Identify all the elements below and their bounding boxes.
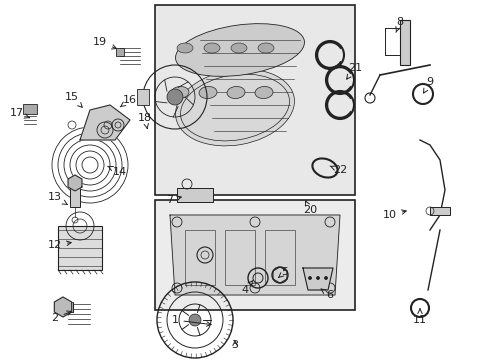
- Ellipse shape: [175, 69, 294, 146]
- Text: 20: 20: [303, 201, 316, 215]
- Polygon shape: [54, 297, 72, 317]
- Polygon shape: [68, 175, 82, 191]
- Text: 7: 7: [166, 195, 181, 205]
- Bar: [155, 5, 354, 195]
- Bar: [155, 200, 354, 310]
- Text: 12: 12: [48, 240, 71, 250]
- Bar: [70, 187, 80, 207]
- Text: 14: 14: [107, 166, 127, 177]
- Bar: [116, 48, 124, 56]
- Ellipse shape: [226, 86, 244, 99]
- Bar: [137, 89, 149, 105]
- Circle shape: [308, 276, 311, 279]
- Text: 8: 8: [395, 17, 403, 32]
- Text: 3: 3: [231, 340, 238, 350]
- Text: 19: 19: [93, 37, 116, 49]
- Bar: [58, 226, 102, 270]
- Polygon shape: [80, 105, 130, 140]
- Polygon shape: [170, 215, 339, 295]
- Text: 9: 9: [423, 77, 433, 93]
- Text: 2: 2: [51, 311, 71, 323]
- Text: 5: 5: [278, 267, 288, 278]
- Text: 10: 10: [382, 210, 406, 220]
- Polygon shape: [303, 268, 332, 290]
- Text: 4: 4: [241, 280, 253, 295]
- Bar: [264, 230, 294, 285]
- Ellipse shape: [175, 24, 304, 76]
- Text: 18: 18: [138, 113, 152, 129]
- Ellipse shape: [177, 43, 193, 53]
- Circle shape: [316, 276, 319, 279]
- Text: 16: 16: [120, 95, 137, 107]
- Text: 15: 15: [65, 92, 82, 107]
- Circle shape: [189, 314, 201, 326]
- Ellipse shape: [199, 86, 217, 99]
- Bar: [184, 230, 215, 285]
- Bar: [399, 20, 409, 65]
- Bar: [23, 104, 37, 114]
- Text: 1: 1: [171, 315, 211, 326]
- Text: 13: 13: [48, 192, 67, 204]
- Circle shape: [308, 276, 311, 279]
- Ellipse shape: [230, 43, 246, 53]
- Circle shape: [167, 89, 183, 105]
- Text: 21: 21: [346, 63, 361, 79]
- Text: 17: 17: [10, 108, 29, 118]
- Text: 11: 11: [412, 309, 426, 325]
- Ellipse shape: [171, 86, 188, 99]
- Text: 6: 6: [321, 289, 333, 300]
- Ellipse shape: [258, 43, 273, 53]
- Ellipse shape: [255, 86, 272, 99]
- Circle shape: [324, 276, 327, 279]
- Bar: [224, 230, 254, 285]
- Ellipse shape: [203, 43, 220, 53]
- Text: 22: 22: [329, 165, 346, 175]
- Bar: [429, 207, 449, 215]
- Bar: [63, 302, 73, 312]
- Circle shape: [316, 276, 319, 279]
- Circle shape: [324, 276, 327, 279]
- Bar: [177, 188, 213, 202]
